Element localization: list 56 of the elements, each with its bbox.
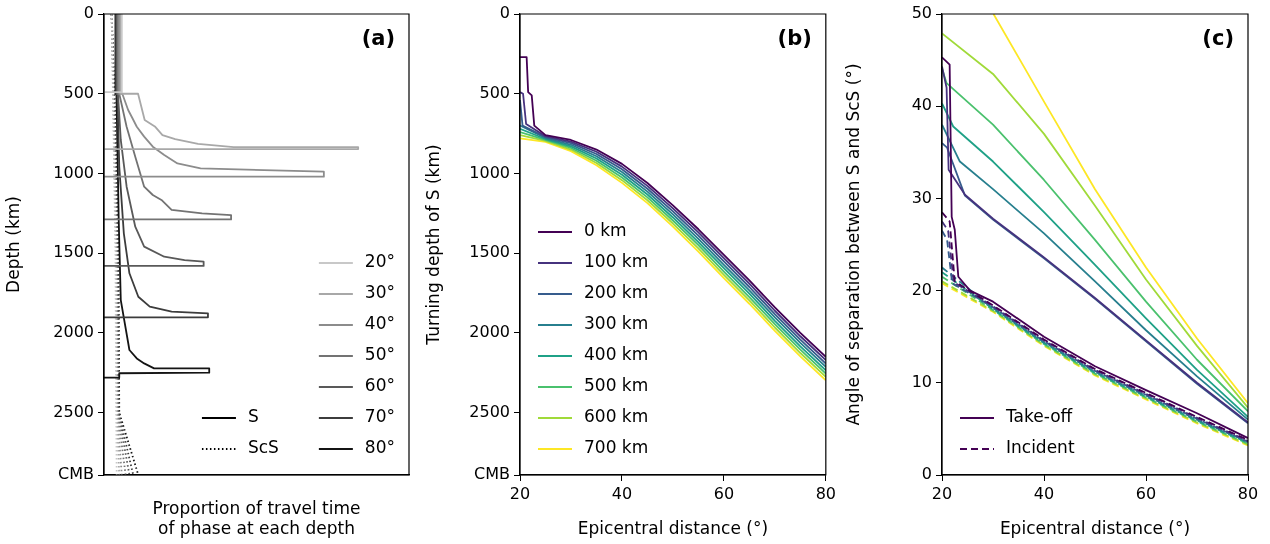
y-tick-label: 2500 <box>469 401 510 421</box>
y-tick-label: CMB <box>474 464 510 484</box>
y-tick-label: 500 <box>63 82 94 102</box>
y-tick-label: 10 <box>911 371 932 391</box>
y-tick-label: 1500 <box>469 242 510 262</box>
y-tick-label: 20 <box>911 279 932 299</box>
y-tick-label: 0 <box>83 3 94 23</box>
x-tick-label: 20 <box>931 483 953 503</box>
legend-label: 0 km <box>584 220 627 241</box>
y-tick-label: 40 <box>911 95 932 115</box>
y-tick-label: 0 <box>499 3 510 23</box>
x-tick-label: 40 <box>611 483 633 503</box>
legend-label: ScS <box>247 437 279 458</box>
x-tick-label: 80 <box>1237 483 1259 503</box>
y-tick-label: 1000 <box>53 162 94 182</box>
legend-label: 70° <box>364 406 396 427</box>
legend-label: 600 km <box>584 406 649 427</box>
legend-label: 100 km <box>584 251 649 272</box>
legend-label: S <box>247 406 259 427</box>
legend-label: 30° <box>364 282 396 303</box>
text: (a) <box>361 26 395 51</box>
annotation: (c) <box>1202 26 1234 51</box>
legend-label: 400 km <box>584 344 649 365</box>
legend-label: Take-off <box>1005 406 1074 427</box>
y-tick-label: 50 <box>911 3 932 23</box>
y-axis-title: Angle of separation between S and ScS (°) <box>842 63 863 426</box>
x-tick-label: 40 <box>1033 483 1055 503</box>
x-tick-label: 60 <box>713 483 735 503</box>
y-tick-label: 2500 <box>53 401 94 421</box>
y-axis-title: Depth (km) <box>2 196 23 293</box>
annotation: (b) <box>777 26 812 51</box>
y-tick-label: 1000 <box>469 162 510 182</box>
legend-label: 300 km <box>584 313 649 334</box>
y-tick-label: 30 <box>911 187 932 207</box>
y-tick-label: CMB <box>58 464 94 484</box>
y-axis-title: Turning depth of S (km) <box>422 144 443 346</box>
x-axis-title: Epicentral distance (°) <box>999 518 1191 539</box>
y-tick-label: 1500 <box>53 242 94 262</box>
y-tick-label: 0 <box>921 464 932 484</box>
legend-label: 80° <box>364 437 396 458</box>
x-tick-label: 80 <box>815 483 836 503</box>
y-tick-label: 2000 <box>53 322 94 342</box>
x-axis-title: Proportion of travel time of phase at each depth <box>152 497 361 539</box>
legend-label: 500 km <box>584 375 649 396</box>
legend-label: 50° <box>364 344 396 365</box>
legend-label: 60° <box>364 375 396 396</box>
x-axis-title: Epicentral distance (°) <box>577 518 769 539</box>
y-tick-label: 2000 <box>469 322 510 342</box>
legend-label: 40° <box>364 313 396 334</box>
legend-label: 700 km <box>584 437 649 458</box>
x-tick-label: 60 <box>1135 483 1157 503</box>
legend-label: 200 km <box>584 282 649 303</box>
legend-label: 20° <box>364 251 396 272</box>
legend-label: Incident <box>1006 437 1075 458</box>
x-tick-label: 20 <box>509 483 531 503</box>
y-tick-label: 500 <box>479 82 510 102</box>
